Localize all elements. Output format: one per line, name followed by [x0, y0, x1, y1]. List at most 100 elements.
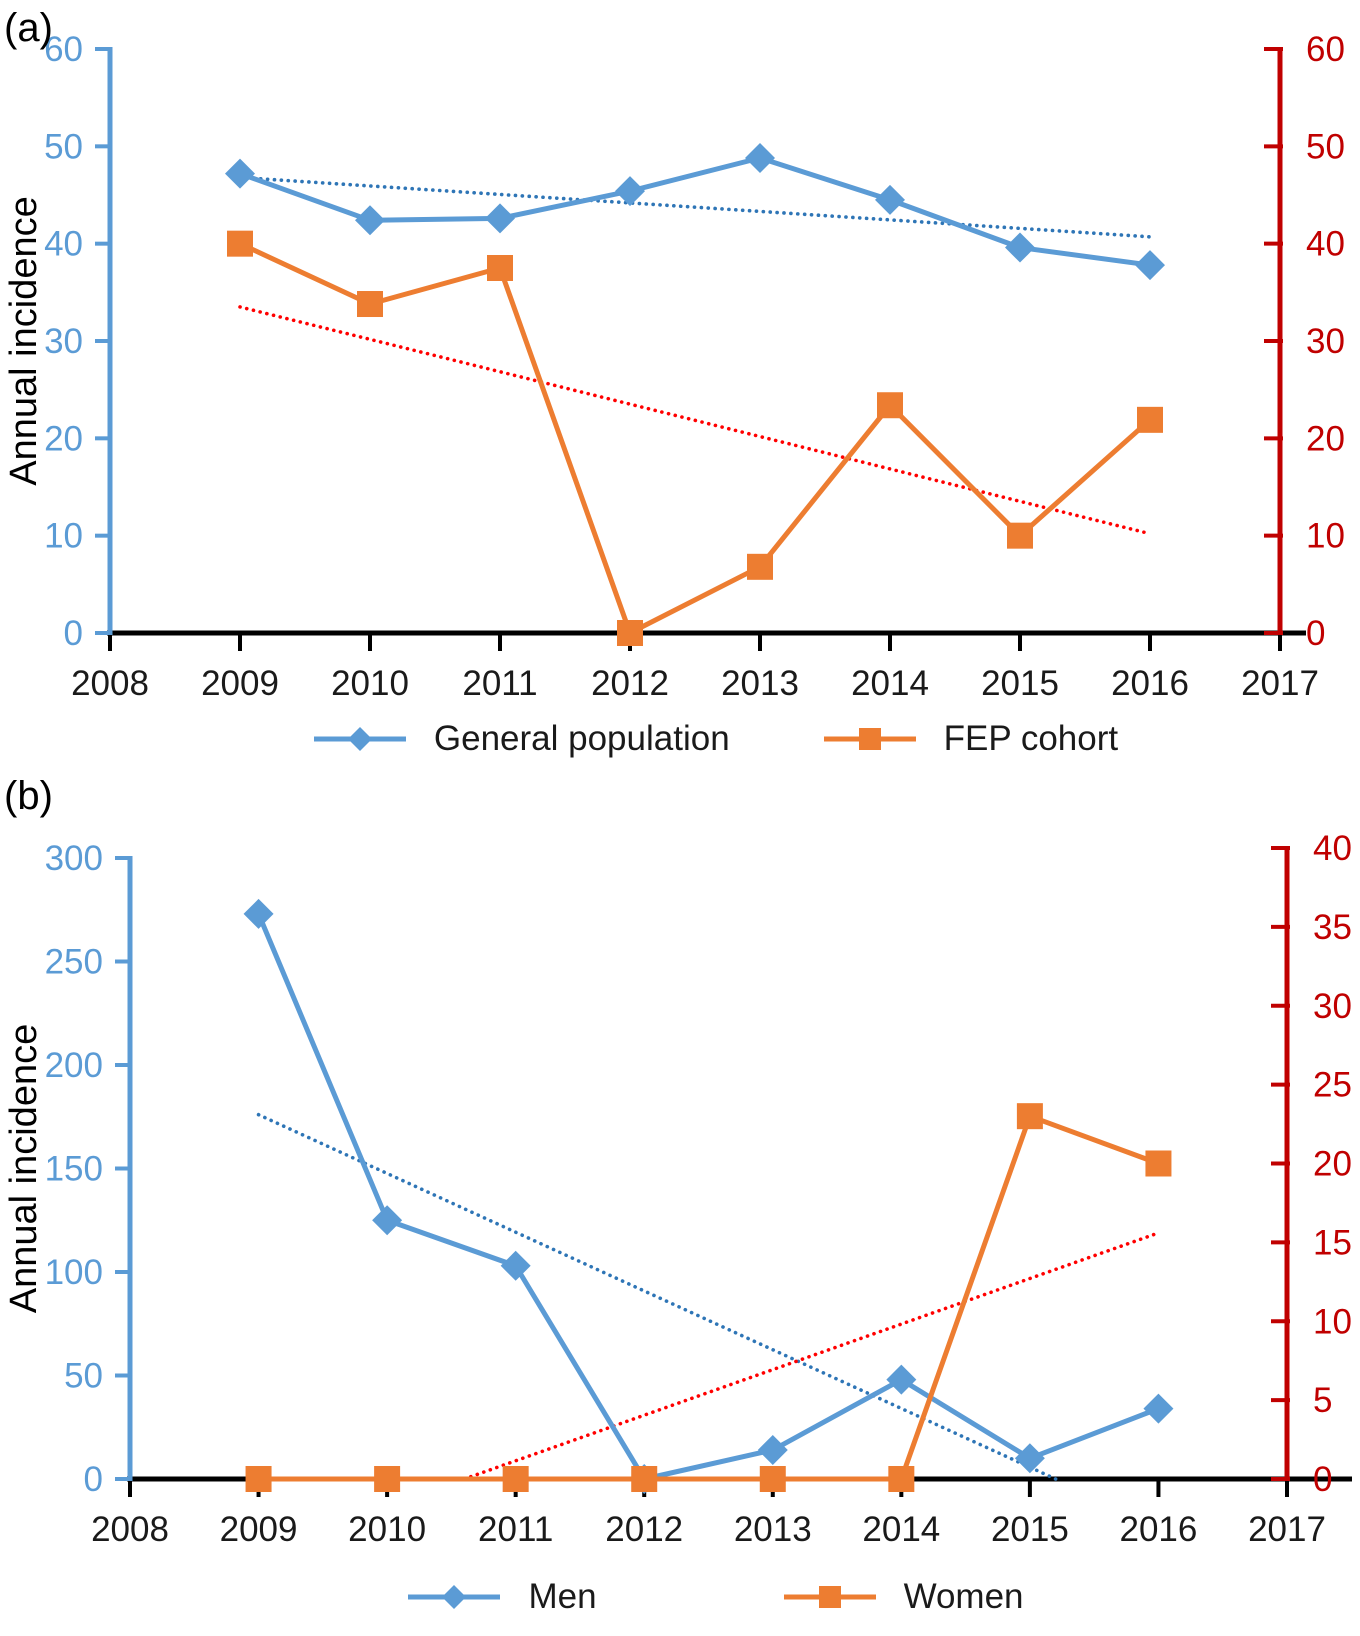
marker-diamond	[225, 158, 255, 189]
x-tick-label: 2010	[331, 664, 409, 703]
legend-item-women: Women	[782, 1577, 1024, 1617]
y-tick-label: 60	[44, 30, 83, 69]
trendline-men	[256, 1112, 1058, 1481]
x-tick-label: 2014	[862, 1510, 940, 1549]
trendline-fep-cohort	[238, 305, 1152, 536]
y-tick-label: 150	[45, 1150, 103, 1189]
y-tick-label: 250	[45, 943, 103, 982]
y-tick-label: 30	[44, 322, 83, 361]
x-tick-label: 2009	[201, 664, 279, 703]
marker-square	[357, 291, 383, 318]
x-tick-label: 2017	[1248, 1510, 1326, 1549]
series-men	[243, 898, 1174, 1494]
y-tick-label: 10	[44, 517, 83, 556]
y-tick-label: 20	[1306, 419, 1345, 458]
legend-label: FEP cohort	[943, 719, 1119, 758]
marker-diamond	[372, 1205, 403, 1236]
legend-marker-diamond-icon	[313, 727, 406, 751]
y-tick-label: 30	[1313, 987, 1352, 1026]
legend-marker-square-icon	[783, 1586, 876, 1608]
panel-a: (a) 2008 2009 2010 2011 2012 2013 2014 2015 2016…	[0, 0, 1360, 768]
x-tick-label: 2008	[71, 664, 149, 703]
y-tick-label: 25	[1313, 1066, 1352, 1105]
x-tick-label: 2008	[91, 1510, 169, 1549]
x-tick-label: 2011	[462, 664, 537, 703]
y-axis-title: Annual incidence	[3, 196, 45, 485]
marker-diamond	[485, 203, 515, 234]
y-tick-label: 20	[44, 419, 83, 458]
x-tick-label: 2016	[1120, 1510, 1198, 1549]
marker-diamond	[500, 1250, 531, 1281]
y-tick-label: 40	[1313, 829, 1352, 868]
marker-square	[888, 1466, 915, 1492]
marker-diamond	[243, 898, 274, 929]
marker-diamond	[1014, 1443, 1045, 1474]
x-tick-label: 2015	[991, 1510, 1069, 1549]
x-tick-label: 2017	[1241, 664, 1319, 703]
marker-square	[747, 553, 773, 580]
legend-item-general-population: General population	[312, 719, 730, 759]
marker-square	[374, 1466, 401, 1492]
marker-square	[1137, 406, 1163, 433]
chart-a-legend: General population FEP cohort	[0, 710, 1360, 768]
x-tick-label: 2012	[591, 664, 669, 703]
legend-label: General population	[433, 719, 730, 758]
marker-square	[245, 1466, 272, 1492]
marker-square	[759, 1466, 786, 1492]
marker-square	[877, 392, 903, 419]
x-tick-label: 2011	[478, 1510, 553, 1549]
y-tick-label: 50	[44, 127, 83, 166]
y-axis-left: 0 10 20 30 40 50 60	[44, 30, 113, 653]
marker-square	[1016, 1103, 1043, 1130]
y-tick-label: 60	[1306, 30, 1345, 69]
marker-square	[227, 230, 253, 257]
marker-diamond	[745, 143, 775, 174]
series-line-women	[258, 1113, 1160, 1482]
series-women	[245, 1103, 1172, 1492]
marker-diamond	[1005, 232, 1035, 263]
y-tick-label: 40	[44, 225, 83, 264]
legend-marker-diamond-icon	[408, 1585, 501, 1609]
marker-square	[487, 255, 513, 281]
y-tick-label: 0	[64, 614, 83, 653]
x-tick-label: 2016	[1111, 664, 1189, 703]
legend-item-men: Men	[406, 1577, 597, 1617]
x-tick-label: 2010	[348, 1510, 426, 1549]
series-fep-cohort	[227, 230, 1163, 646]
marker-diamond	[1135, 250, 1165, 281]
legend-label: Men	[528, 1577, 597, 1616]
x-tick-label: 2012	[605, 1510, 683, 1549]
y-tick-label: 200	[45, 1046, 103, 1085]
chart-b-legend: Men Women	[0, 1558, 1360, 1636]
x-tick-label: 2013	[734, 1510, 812, 1549]
y-axis-left: 0 50 100 150 200 250 300	[45, 839, 133, 1499]
marker-square	[1007, 522, 1033, 549]
y-tick-label: 30	[1306, 322, 1345, 361]
legend-marker-square-icon	[823, 728, 916, 750]
marker-square	[617, 620, 643, 646]
y-tick-label: 10	[1313, 1302, 1352, 1341]
marker-square	[631, 1466, 658, 1492]
marker-square	[1145, 1150, 1172, 1177]
trendline-general-population	[238, 175, 1152, 239]
y-tick-label: 20	[1313, 1145, 1352, 1184]
series-line-fep-cohort	[238, 241, 1152, 636]
y-tick-label: 0	[1313, 1460, 1332, 1499]
series-general-population	[225, 143, 1165, 281]
marker-diamond	[875, 184, 905, 215]
trendline-women	[462, 1231, 1161, 1481]
marker-diamond	[615, 176, 645, 207]
y-tick-label: 40	[1306, 225, 1345, 264]
panel-b-label: (b)	[4, 774, 53, 818]
chart-b-plot: 2008 2009 2010 2011 2012 2013 2014 2015 2016 2017…	[3, 829, 1352, 1549]
legend-label: Women	[903, 1577, 1024, 1616]
x-tick-label: 2014	[851, 664, 929, 703]
y-tick-label: 0	[84, 1460, 103, 1499]
marker-diamond	[355, 205, 385, 236]
y-tick-label: 35	[1313, 908, 1352, 947]
x-tick-label: 2015	[981, 664, 1059, 703]
marker-diamond	[886, 1364, 917, 1395]
y-axis-title: Annual incidence	[3, 1024, 45, 1313]
x-axis: 2008 2009 2010 2011 2012 2013 2014 2015 2016 2017	[91, 1476, 1352, 1549]
legend-item-fep-cohort: FEP cohort	[822, 719, 1118, 759]
